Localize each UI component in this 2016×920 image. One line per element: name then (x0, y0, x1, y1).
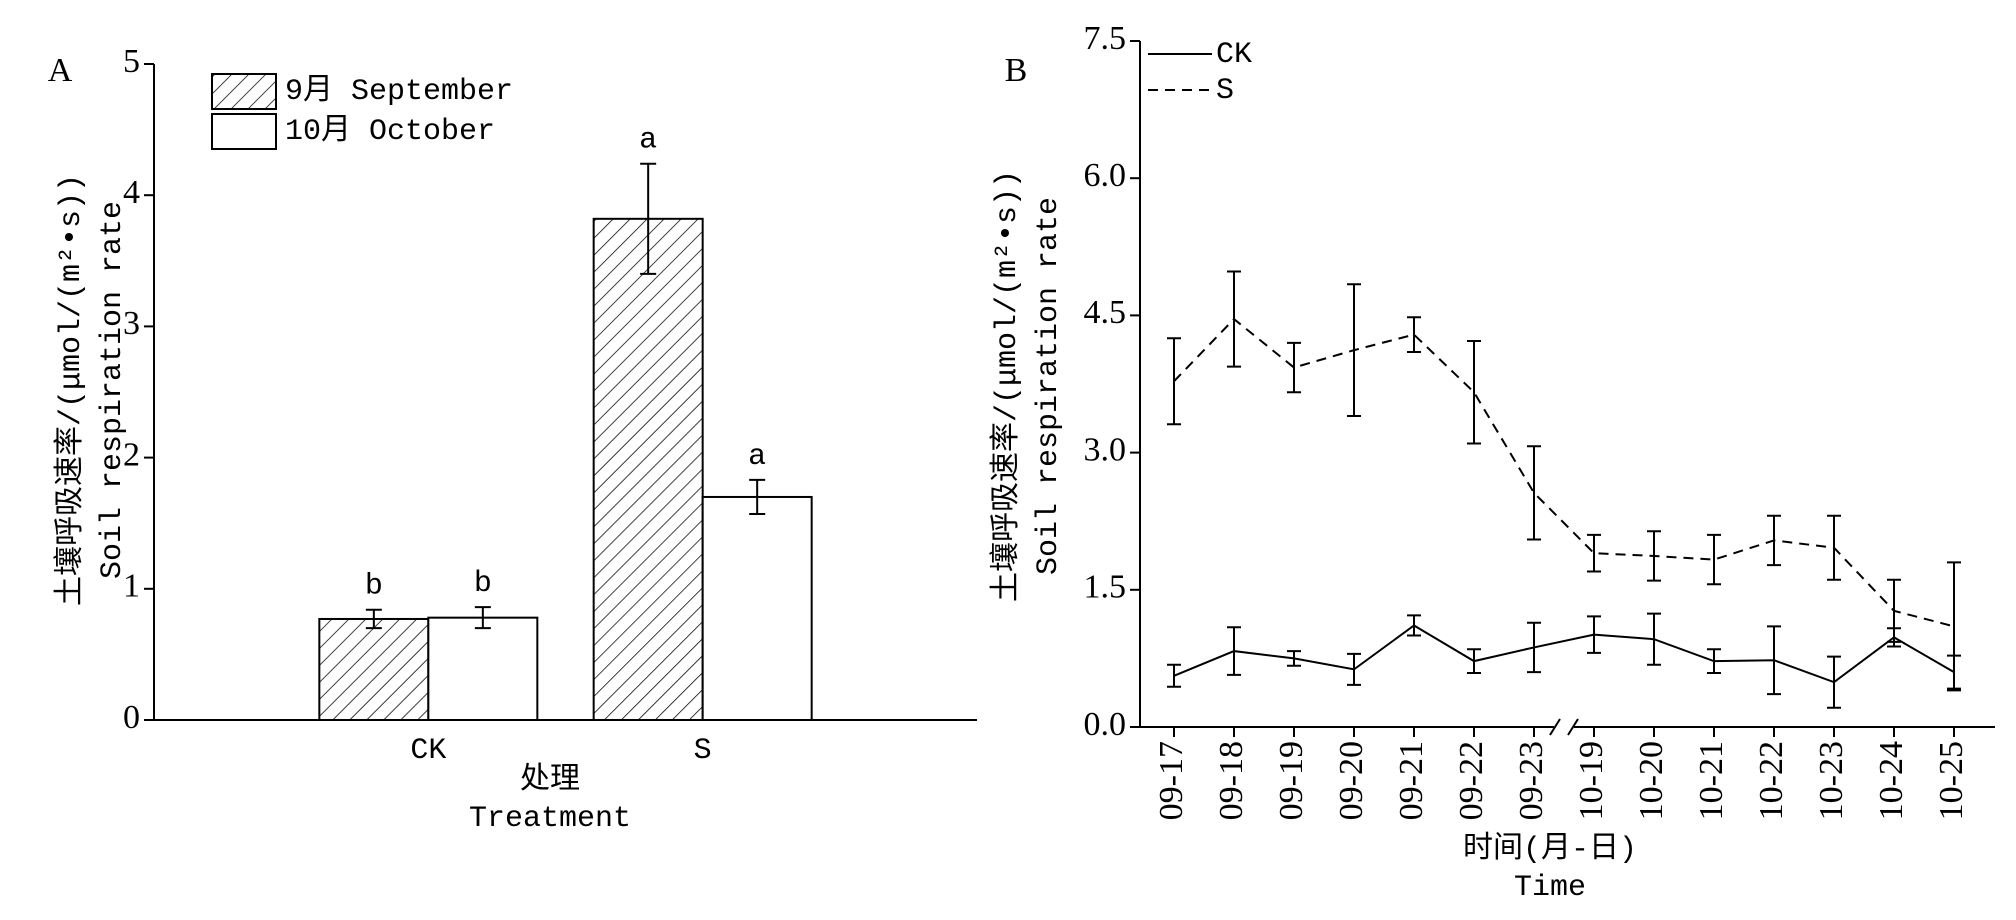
error-bar (1827, 514, 1841, 581)
x-tick-label: 09-20 (1333, 741, 1370, 820)
x-tick-label: 09-19 (1273, 741, 1310, 820)
significance-letter: a (639, 124, 657, 158)
error-bar (640, 162, 657, 275)
x-tick-label: 10-23 (1813, 741, 1850, 820)
error-bar (1167, 663, 1181, 688)
legend-label: 10月 October (285, 115, 495, 149)
y-tick-label: 3 (123, 305, 140, 342)
error-bar (1227, 270, 1241, 368)
error-bar (749, 478, 766, 516)
error-bar (1467, 340, 1481, 445)
significance-letter: b (365, 570, 383, 604)
x-tick-label: 10-20 (1633, 741, 1670, 820)
y-tick-label: 4 (123, 174, 140, 211)
error-bar (365, 608, 382, 630)
x-axis-label: Time (1514, 871, 1586, 905)
y-tick-label: 1 (123, 568, 140, 605)
axis-break-gap (1554, 723, 1574, 731)
error-bar (1887, 578, 1901, 643)
x-tick-label: CK (410, 734, 446, 768)
x-tick-label: 09-21 (1393, 741, 1430, 820)
error-bar (1947, 561, 1961, 692)
axis-break (1549, 718, 1579, 736)
y-axis-label: 土壤呼吸速率/(μmol/(m²•s)) (989, 170, 1025, 602)
x-tick-label: 09-22 (1453, 741, 1490, 820)
x-tick-label: 10-21 (1693, 741, 1730, 820)
error-bar (474, 606, 491, 630)
legend-label: S (1216, 74, 1234, 108)
error-bar (1707, 648, 1721, 675)
x-tick-label: 10-25 (1933, 741, 1970, 820)
y-axis-label: Soil respiration rate (96, 201, 130, 579)
error-bar (1587, 615, 1601, 654)
panel-label: A (48, 52, 73, 89)
y-tick-label: 3.0 (1084, 431, 1127, 468)
x-tick-label: 10-22 (1753, 741, 1790, 820)
error-bar (1167, 337, 1181, 426)
bar (592, 217, 704, 721)
legend-swatch (211, 73, 277, 110)
error-bar (1227, 626, 1241, 676)
error-bar (1767, 625, 1781, 696)
y-tick-label: 5 (123, 43, 140, 80)
error-bar (1647, 530, 1661, 582)
x-axis-label: 时间(月-日) (1463, 831, 1637, 867)
x-tick-label: S (694, 734, 712, 768)
series-line (1173, 317, 1955, 628)
error-bar (1587, 533, 1601, 573)
bar (427, 616, 539, 721)
error-bar (1407, 614, 1421, 637)
error-bar (1527, 445, 1541, 541)
error-bar (1467, 648, 1481, 675)
error-bar (1527, 621, 1541, 674)
error-bar (1647, 612, 1661, 666)
y-tick-label: 4.5 (1084, 294, 1127, 331)
error-bar (1287, 650, 1301, 667)
significance-letter: b (474, 567, 492, 601)
y-axis-label: Soil respiration rate (1032, 197, 1066, 575)
error-bar (1347, 283, 1361, 418)
y-tick-label: 0 (123, 699, 140, 736)
error-bar (1407, 316, 1421, 353)
legend-swatch (211, 113, 277, 150)
y-axis-label: 土壤呼吸速率/(μmol/(m²•s)) (53, 174, 89, 606)
error-bar (1287, 341, 1301, 394)
bar (318, 617, 430, 722)
y-tick-label: 0.0 (1084, 706, 1127, 743)
error-bar (1827, 655, 1841, 709)
x-tick-label: 10-19 (1573, 741, 1610, 820)
y-tick-label: 2 (123, 436, 140, 473)
y-tick-label: 1.5 (1084, 569, 1127, 606)
error-bar (1767, 514, 1781, 567)
x-tick-label: 09-18 (1213, 741, 1250, 820)
error-bar (1347, 652, 1361, 686)
error-bar (1707, 533, 1721, 586)
legend-label: 9月 September (285, 75, 513, 109)
panel-label: B (1005, 52, 1028, 89)
x-axis-label: Treatment (469, 802, 631, 836)
x-tick-label: 10-24 (1873, 741, 1910, 820)
x-axis-label: 处理 (520, 762, 580, 798)
significance-letter: a (748, 440, 766, 474)
x-tick-label: 09-23 (1513, 741, 1550, 820)
bar (701, 495, 813, 721)
series-line (1173, 624, 1955, 684)
y-tick-label: 7.5 (1084, 20, 1127, 57)
x-tick-label: 09-17 (1153, 741, 1190, 820)
legend-label: CK (1216, 38, 1252, 72)
y-tick-label: 6.0 (1084, 157, 1127, 194)
